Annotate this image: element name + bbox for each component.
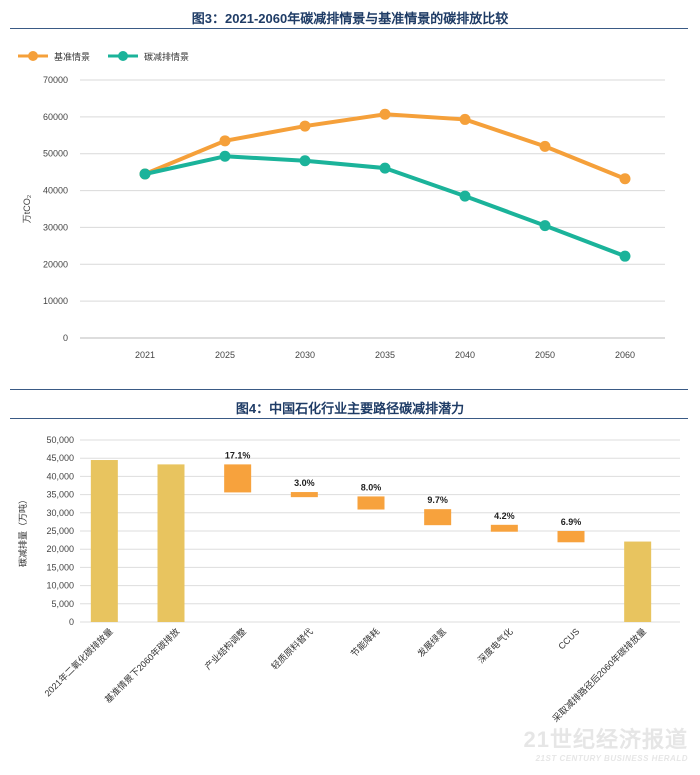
- chart1-title: 图3：2021-2060年碳减排情景与基准情景的碳排放比较: [191, 11, 509, 26]
- y-tick-label: 15,000: [46, 562, 74, 572]
- bar: [157, 464, 185, 622]
- y-tick-label: 30000: [43, 222, 68, 232]
- chart1-top-rule: [10, 28, 688, 29]
- x-category-label: 轻质原料替代: [269, 626, 315, 672]
- bar: [424, 509, 452, 526]
- legend-swatch-marker: [28, 51, 38, 61]
- data-point: [379, 108, 391, 120]
- bar: [290, 492, 318, 498]
- legend-label: 碳减排情景: [144, 51, 189, 62]
- y-tick-label: 0: [69, 617, 74, 627]
- x-tick-label: 2021: [135, 350, 155, 360]
- y-tick-label: 20,000: [46, 544, 74, 554]
- x-category-label: CCUS: [556, 626, 581, 651]
- data-point: [299, 120, 311, 132]
- y-tick-label: 45,000: [46, 453, 74, 463]
- x-tick-label: 2040: [455, 350, 475, 360]
- y-tick-label: 25,000: [46, 526, 74, 536]
- chart2-top-rule: [10, 418, 688, 419]
- y-tick-label: 40000: [43, 186, 68, 196]
- y-tick-label: 40,000: [46, 471, 74, 481]
- data-point: [219, 150, 231, 162]
- x-tick-label: 2050: [535, 350, 555, 360]
- bar: [357, 496, 385, 510]
- data-point: [539, 220, 551, 232]
- watermark-main: 21世纪经济报道: [523, 727, 688, 752]
- bar-data-label: 9.7%: [427, 495, 448, 505]
- y-tick-label: 10,000: [46, 581, 74, 591]
- bar: [624, 541, 652, 622]
- x-tick-label: 2060: [615, 350, 635, 360]
- data-point: [219, 135, 231, 147]
- y-tick-label: 35,000: [46, 490, 74, 500]
- data-point: [299, 155, 311, 167]
- bar: [90, 460, 118, 622]
- watermark-sub: 21ST CENTURY BUSINESS HERALD: [535, 754, 688, 763]
- legend-swatch-marker: [118, 51, 128, 61]
- y-tick-label: 70000: [43, 75, 68, 85]
- y-tick-label: 30,000: [46, 508, 74, 518]
- data-point: [619, 173, 631, 185]
- y-tick-label: 20000: [43, 259, 68, 269]
- x-category-label: 基准情景下2060年碳排放: [102, 626, 181, 705]
- bar: [224, 464, 252, 493]
- bar-data-label: 4.2%: [494, 511, 515, 521]
- y-tick-label: 60000: [43, 112, 68, 122]
- y-axis-label: 万tCO₂: [22, 194, 32, 223]
- y-tick-label: 0: [63, 333, 68, 343]
- x-category-label: 发展绿氢: [415, 626, 448, 659]
- x-tick-label: 2025: [215, 350, 235, 360]
- bar-data-label: 3.0%: [294, 478, 315, 488]
- y-tick-label: 10000: [43, 296, 68, 306]
- data-point: [459, 190, 471, 202]
- bar-data-label: 8.0%: [361, 482, 382, 492]
- x-category-label: 深度电气化: [475, 626, 515, 666]
- watermark: 21世纪经济报道 21ST CENTURY BUSINESS HERALD: [524, 722, 688, 763]
- data-point: [139, 168, 151, 180]
- y-tick-label: 50,000: [46, 435, 74, 445]
- bar-data-label: 17.1%: [225, 450, 251, 460]
- data-point: [379, 162, 391, 174]
- y-tick-label: 5,000: [51, 599, 74, 609]
- y-axis-label: 碳减排量（万吨）: [17, 495, 28, 567]
- data-point: [619, 250, 631, 262]
- bar-data-label: 6.9%: [561, 517, 582, 527]
- data-point: [539, 140, 551, 152]
- chart2-title: 图4：中国石化行业主要路径碳减排潜力: [235, 401, 465, 416]
- chart1-line-chart: 0 10000 20000 30000 40000 50000 60000 70000 2021…: [18, 51, 665, 360]
- x-category-label: 节能降耗: [348, 626, 381, 659]
- data-point: [459, 113, 471, 125]
- bar: [557, 531, 585, 543]
- x-tick-label: 2030: [295, 350, 315, 360]
- y-tick-label: 50000: [43, 149, 68, 159]
- x-category-label: 2021年二氧化碳排放量: [42, 626, 115, 699]
- chart-separator-rule: [10, 389, 688, 390]
- chart2-waterfall-chart: 0 5,000 10,000 15,000 20,000 25,000 30,000 35,0…: [17, 435, 680, 724]
- legend-label: 基准情景: [54, 51, 90, 62]
- bar: [490, 524, 518, 532]
- x-category-label: 产业结构调整: [202, 626, 248, 672]
- x-tick-label: 2035: [375, 350, 395, 360]
